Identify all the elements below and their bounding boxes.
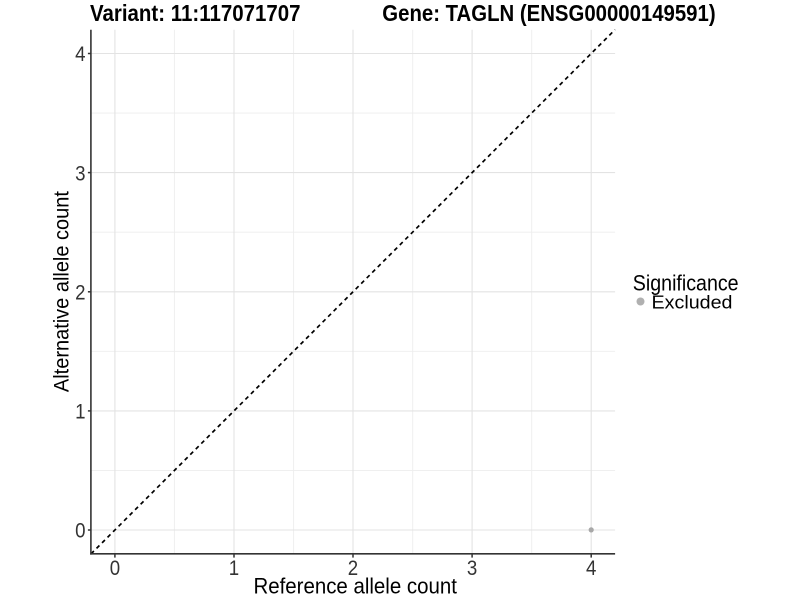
svg-text:0: 0: [110, 557, 120, 580]
svg-text:0: 0: [75, 520, 85, 543]
svg-text:2: 2: [348, 557, 358, 580]
svg-text:Excluded: Excluded: [652, 291, 733, 312]
svg-text:Alternative allele count: Alternative allele count: [50, 191, 74, 392]
svg-text:3: 3: [467, 557, 477, 580]
svg-text:1: 1: [75, 401, 85, 424]
svg-text:2: 2: [75, 282, 85, 305]
svg-text:1: 1: [229, 557, 239, 580]
svg-text:4: 4: [75, 43, 86, 66]
svg-text:Gene: TAGLN (ENSG00000149591): Gene: TAGLN (ENSG00000149591): [382, 0, 715, 26]
svg-text:Reference allele count: Reference allele count: [253, 574, 457, 599]
svg-text:3: 3: [75, 162, 85, 185]
svg-text:Significance: Significance: [633, 270, 739, 295]
svg-text:4: 4: [586, 557, 597, 580]
svg-text:Variant: 11:117071707: Variant: 11:117071707: [90, 0, 301, 26]
